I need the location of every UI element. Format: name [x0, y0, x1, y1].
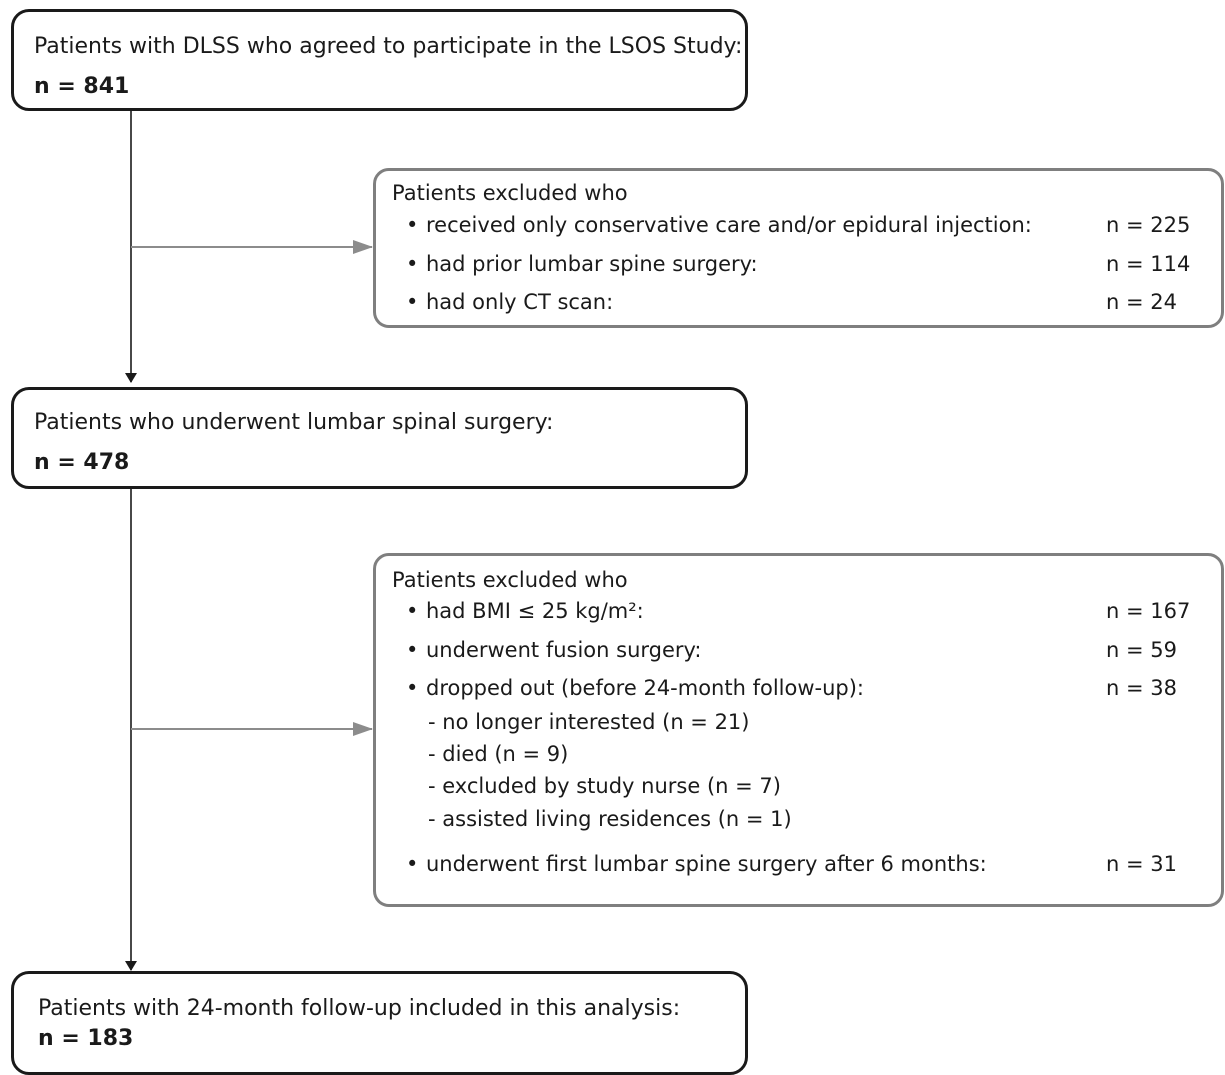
exclusion-item: • underwent first lumbar spine surgery a… — [406, 852, 1201, 884]
exclusion-count: n = 225 — [1106, 213, 1191, 237]
dropout-reason: - died (n = 9) — [428, 742, 569, 766]
exclusion-item: • had only CT scan: n = 24 — [406, 290, 1201, 322]
exclusion-count: n = 114 — [1106, 252, 1191, 276]
dropout-reason: - no longer interested (n = 21) — [428, 710, 750, 734]
bullet-icon: • — [406, 213, 419, 237]
exclusion-count: n = 38 — [1106, 676, 1177, 700]
exclusion-header: Patients excluded who — [392, 568, 628, 592]
surgery-patients-title: Patients who underwent lumbar spinal sur… — [34, 410, 554, 435]
enrolled-patients-box: Patients with DLSS who agreed to partici… — [11, 9, 748, 111]
exclusion-item: • had prior lumbar spine surgery: n = 11… — [406, 252, 1201, 284]
bullet-icon: • — [406, 676, 419, 700]
bullet-icon: • — [406, 252, 419, 276]
bullet-icon: • — [406, 852, 419, 876]
exclusion-item: • underwent fusion surgery: n = 59 — [406, 638, 1201, 670]
analysis-patients-count: n = 183 — [38, 1026, 134, 1051]
dropout-reason: - assisted living residences (n = 1) — [428, 807, 792, 831]
exclusion-count: n = 24 — [1106, 290, 1177, 314]
exclusion-box-1: Patients excluded who • received only co… — [373, 168, 1224, 328]
exclusion-item: • had BMI ≤ 25 kg/m²: n = 167 — [406, 599, 1201, 631]
surgery-patients-count: n = 478 — [34, 450, 130, 475]
exclusion-label: dropped out (before 24-month follow-up): — [426, 676, 865, 700]
exclusion-label: had prior lumbar spine surgery: — [426, 252, 758, 276]
enrolled-patients-title: Patients with DLSS who agreed to partici… — [34, 34, 743, 59]
exclusion-label: had only CT scan: — [426, 290, 614, 314]
exclusion-count: n = 59 — [1106, 638, 1177, 662]
exclusion-label: had BMI ≤ 25 kg/m²: — [426, 599, 644, 623]
exclusion-header: Patients excluded who — [392, 181, 628, 205]
bullet-icon: • — [406, 290, 419, 314]
dropout-reason: - excluded by study nurse (n = 7) — [428, 774, 781, 798]
bullet-icon: • — [406, 599, 419, 623]
surgery-patients-box: Patients who underwent lumbar spinal sur… — [11, 387, 748, 489]
exclusion-count: n = 167 — [1106, 599, 1191, 623]
exclusion-label: underwent fusion surgery: — [426, 638, 702, 662]
exclusion-label: underwent first lumbar spine surgery aft… — [426, 852, 987, 876]
exclusion-box-2: Patients excluded who • had BMI ≤ 25 kg/… — [373, 553, 1224, 907]
exclusion-item: • dropped out (before 24-month follow-up… — [406, 676, 1201, 708]
analysis-patients-box: Patients with 24-month follow-up include… — [11, 971, 748, 1075]
analysis-patients-title: Patients with 24-month follow-up include… — [38, 996, 681, 1021]
exclusion-count: n = 31 — [1106, 852, 1177, 876]
enrolled-patients-count: n = 841 — [34, 74, 130, 99]
exclusion-label: received only conservative care and/or e… — [426, 213, 1032, 237]
exclusion-item: • received only conservative care and/or… — [406, 213, 1201, 245]
bullet-icon: • — [406, 638, 419, 662]
